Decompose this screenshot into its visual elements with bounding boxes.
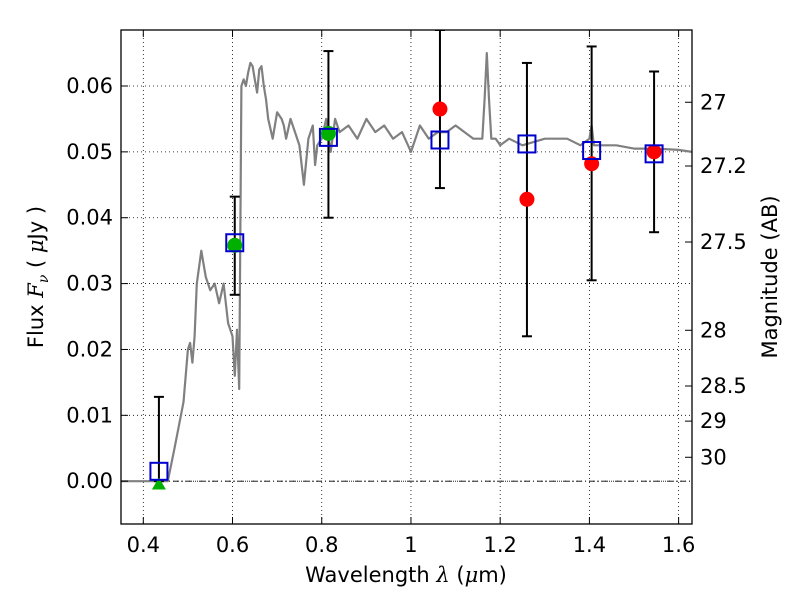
synthetic-square-marker xyxy=(149,461,169,481)
frame-layer xyxy=(120,29,693,525)
y-tick-label: 0.03 xyxy=(66,272,113,296)
optical-triangle-marker xyxy=(151,477,166,490)
synthetic-square-marker xyxy=(644,144,664,164)
x-axis-label: Wavelength λ (μm) xyxy=(305,563,507,587)
mag-tick-label: 29 xyxy=(700,409,727,433)
x-tick-label: 1.4 xyxy=(573,533,606,557)
synthetic-square-marker xyxy=(225,233,245,253)
observed-circle-marker xyxy=(519,191,535,207)
plot-layer xyxy=(121,30,692,490)
grid-layer xyxy=(121,30,692,524)
mag-tick-label: 27.5 xyxy=(700,230,747,254)
y-tick-label: 0.01 xyxy=(66,403,113,427)
mag-tick-label: 27 xyxy=(700,90,727,114)
mag-tick-label: 30 xyxy=(700,445,727,469)
x-tick-label: 0.4 xyxy=(127,533,160,557)
y-tick-label: 0.04 xyxy=(66,206,113,230)
observed-circle-marker xyxy=(646,144,662,160)
plot-frame xyxy=(120,29,693,525)
tick-layer: 0.4 0.6 0.8 1 1.2 1.4 1.6 0.00 0.01 0.02 0.03 0.04 0… xyxy=(66,30,747,557)
mag-tick-label: 28 xyxy=(700,318,727,342)
synthetic-square-marker xyxy=(517,134,537,154)
model-spectrum-line xyxy=(121,52,692,483)
right-axis-label: Magnitude (AB) xyxy=(758,195,782,358)
mag-tick-label: 27.2 xyxy=(700,154,747,178)
y-axis-label: Flux Fν ( μJy ) xyxy=(24,206,52,348)
x-tick-label: 1.2 xyxy=(483,533,516,557)
synthetic-square-marker xyxy=(582,141,602,161)
x-tick-label: 0.6 xyxy=(216,533,249,557)
y-tick-label: 0.06 xyxy=(66,74,113,98)
optical-circle-marker xyxy=(227,237,243,253)
synthetic-square-marker xyxy=(430,130,450,150)
y-tick-label: 0.05 xyxy=(66,140,113,164)
x-tick-label: 1 xyxy=(404,533,417,557)
synthetic-square-marker xyxy=(318,127,338,147)
y-tick-label: 0.02 xyxy=(66,337,113,361)
mag-tick-label: 28.5 xyxy=(700,374,747,398)
observed-circle-marker xyxy=(432,101,448,117)
y-tick-label: 0.00 xyxy=(66,469,113,493)
x-tick-label: 0.8 xyxy=(305,533,338,557)
x-tick-label: 1.6 xyxy=(662,533,695,557)
